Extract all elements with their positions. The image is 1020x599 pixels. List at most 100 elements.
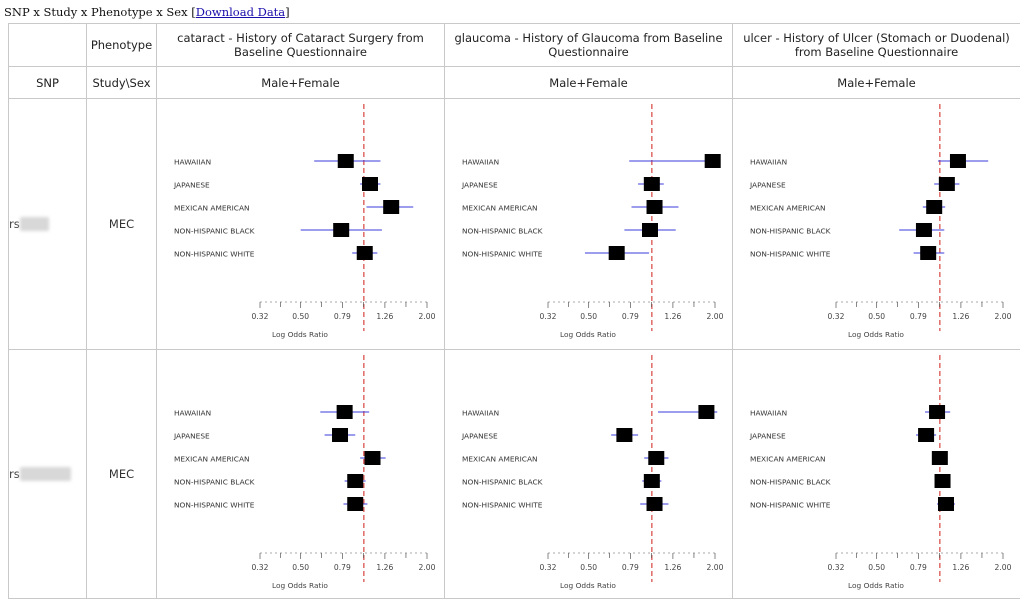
sex-header-row: SNP Study\Sex Male+Female Male+Female Ma… [9,67,1020,99]
population-label: MEXICAN AMERICAN [174,204,250,213]
odds-ratio-marker [935,474,951,488]
population-label: NON-HISPANIC BLACK [462,478,543,487]
tick-label: 0.79 [334,563,351,572]
snp-column-header: SNP [9,67,87,99]
sex-label-ulcer: Male+Female [733,67,1020,99]
snp-id-cell: rs8050136 [9,350,87,599]
population-label: NON-HISPANIC WHITE [750,501,831,510]
population-label: JAPANESE [749,181,786,190]
tick-label: 2.00 [419,312,436,321]
tick-label: 1.26 [952,563,969,572]
study-cell: MEC [87,350,157,599]
population-label: HAWAIIAN [462,409,499,418]
tick-label: 0.79 [334,312,351,321]
study-sex-column-header: Study\Sex [87,67,157,99]
x-axis-label: Log Odds Ratio [272,581,328,590]
population-label: MEXICAN AMERICAN [750,204,826,213]
tick-label: 0.32 [828,563,845,572]
tick-label: 2.00 [707,563,724,572]
population-label: NON-HISPANIC BLACK [174,227,255,236]
odds-ratio-marker [337,405,353,419]
population-label: MEXICAN AMERICAN [462,204,538,213]
population-label: JAPANESE [173,181,210,190]
phenotype-header-ulcer: ulcer - History of Ulcer (Stomach or Duo… [733,24,1020,67]
odds-ratio-marker [644,177,660,191]
tick-label: 1.26 [376,563,393,572]
phenotype-title-line2: Questionnaire [445,45,732,59]
odds-ratio-marker [939,177,955,191]
sex-label-glaucoma: Male+Female [445,67,733,99]
odds-ratio-marker [938,497,954,511]
phenotype-title-line2: Baseline Questionnaire [157,45,444,59]
population-label: NON-HISPANIC BLACK [462,227,543,236]
tick-label: 0.50 [580,312,597,321]
snp-prefix: rs [9,217,20,231]
tick-label: 0.50 [868,563,885,572]
odds-ratio-marker [333,223,349,237]
odds-ratio-marker [642,223,658,237]
tick-label: 1.26 [664,563,681,572]
snp-redacted-suffix: 8050136 [20,467,71,481]
tick-label: 0.79 [622,312,639,321]
phenotype-title-line1: glaucoma - History of Glaucoma from Base… [445,31,732,45]
x-axis-label: Log Odds Ratio [848,330,904,339]
x-axis-label: Log Odds Ratio [848,581,904,590]
population-label: HAWAIIAN [462,158,499,167]
tick-label: 0.79 [910,312,927,321]
population-label: HAWAIIAN [750,409,787,418]
phenotype-title-line1: cataract - History of Cataract Surgery f… [157,31,444,45]
population-label: MEXICAN AMERICAN [174,455,250,464]
x-axis-label: Log Odds Ratio [560,330,616,339]
tick-label: 0.50 [580,563,597,572]
odds-ratio-marker [347,497,363,511]
x-axis-label: Log Odds Ratio [560,581,616,590]
odds-ratio-marker [362,177,378,191]
population-label: HAWAIIAN [750,158,787,167]
population-label: JAPANESE [461,432,498,441]
snp-prefix: rs [9,467,20,481]
odds-ratio-marker [648,451,664,465]
population-label: HAWAIIAN [174,158,211,167]
forest-plot: HAWAIIAN JAPANESE MEXICAN AMERICAN NON-HISP… [157,99,445,349]
tick-label: 2.00 [995,563,1012,572]
tick-label: 2.00 [707,312,724,321]
tick-label: 1.26 [952,312,969,321]
tick-label: 0.32 [828,312,845,321]
tick-label: 2.00 [419,563,436,572]
phenotype-header-cataract: cataract - History of Cataract Surgery f… [157,24,445,67]
population-label: HAWAIIAN [174,409,211,418]
odds-ratio-marker [383,200,399,214]
odds-ratio-marker [705,154,721,168]
corner-empty-cell [9,24,87,67]
odds-ratio-marker [357,246,373,260]
odds-ratio-marker [609,246,625,260]
sex-label-cataract: Male+Female [157,67,445,99]
tick-label: 1.26 [376,312,393,321]
study-cell: MEC [87,99,157,350]
forest-plot-cell: HAWAIIAN JAPANESE MEXICAN AMERICAN NON-HISP… [157,99,445,350]
population-label: NON-HISPANIC BLACK [750,478,831,487]
odds-ratio-marker [698,405,714,419]
odds-ratio-marker [332,428,348,442]
odds-ratio-marker [916,223,932,237]
odds-ratio-marker [644,474,660,488]
phenotype-label-cell: Phenotype [87,24,157,67]
phenotype-title-line2: from Baseline Questionnaire [733,45,1020,59]
odds-ratio-marker [365,451,381,465]
population-label: JAPANESE [173,432,210,441]
phenotype-header-glaucoma: glaucoma - History of Glaucoma from Base… [445,24,733,67]
population-label: MEXICAN AMERICAN [750,455,826,464]
population-label: NON-HISPANIC WHITE [462,250,543,259]
odds-ratio-marker [338,154,354,168]
results-table: Phenotype cataract - History of Cataract… [8,23,1020,599]
download-data-link[interactable]: Download Data [196,5,285,19]
